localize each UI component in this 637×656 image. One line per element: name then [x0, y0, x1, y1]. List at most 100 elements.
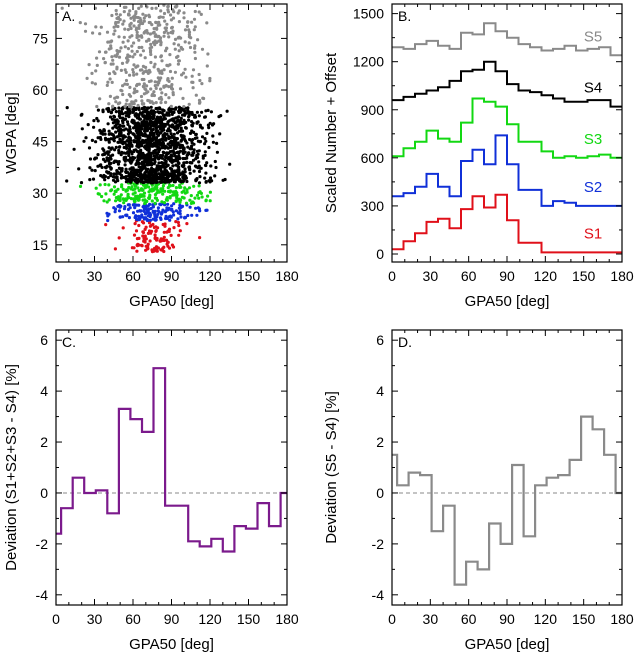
scatter-point	[137, 161, 141, 165]
scatter-point	[208, 121, 212, 125]
scatter-point	[144, 88, 148, 92]
scatter-point	[151, 203, 155, 207]
scatter-point	[122, 124, 126, 128]
scatter-point	[142, 30, 147, 34]
scatter-point	[129, 105, 134, 109]
scatter-point	[117, 166, 121, 170]
scatter-point	[106, 152, 110, 156]
y-tick-label: 15	[32, 237, 48, 253]
scatter-point	[113, 159, 117, 163]
scatter-point	[203, 163, 208, 167]
scatter-series-s4	[65, 105, 232, 185]
scatter-point	[121, 187, 125, 191]
scatter-point	[146, 90, 150, 94]
scatter-point	[117, 55, 122, 59]
scatter-point	[166, 5, 170, 9]
scatter-point	[107, 129, 111, 133]
x-tick-label: 90	[164, 611, 180, 627]
scatter-point	[162, 109, 166, 113]
scatter-point	[127, 185, 131, 190]
histogram-s5	[392, 22, 622, 57]
scatter-point	[118, 123, 122, 127]
scatter-series-s1	[104, 219, 202, 254]
scatter-point	[178, 149, 183, 153]
scatter-point	[151, 142, 155, 146]
scatter-point	[200, 195, 204, 199]
scatter-point	[200, 82, 204, 86]
scatter-point	[171, 193, 175, 197]
scatter-point	[154, 129, 159, 133]
scatter-point	[199, 12, 203, 16]
x-axis-label: GPA50 [deg]	[465, 293, 550, 310]
scatter-point	[153, 171, 157, 175]
scatter-point	[118, 137, 122, 141]
scatter-point	[133, 87, 137, 91]
scatter-point	[171, 93, 175, 97]
scatter-point	[183, 215, 187, 219]
scatter-point	[119, 153, 123, 157]
scatter-point	[133, 200, 137, 204]
scatter-point	[117, 236, 121, 240]
scatter-point	[183, 156, 187, 161]
scatter-point	[79, 113, 83, 117]
scatter-point	[133, 107, 137, 111]
scatter-point	[197, 181, 202, 185]
scatter-point	[164, 198, 168, 202]
scatter-point	[153, 246, 157, 250]
scatter-point	[174, 145, 179, 149]
scatter-point	[145, 111, 149, 115]
scatter-point	[186, 152, 190, 157]
scatter-point	[115, 126, 119, 130]
scatter-point	[171, 210, 175, 214]
scatter-point	[86, 123, 90, 127]
scatter-point	[116, 140, 120, 144]
scatter-point	[182, 118, 186, 122]
scatter-point	[144, 244, 148, 248]
panel-a: 0 30 60 90 120 150 180 GPA50 [deg] 15 30 45 60 75 WGP…	[3, 3, 299, 310]
scatter-point	[141, 151, 145, 155]
scatter-point	[104, 192, 108, 196]
scatter-point	[173, 47, 177, 51]
scatter-point	[174, 186, 178, 190]
scatter-point	[164, 100, 168, 104]
scatter-point	[122, 35, 126, 39]
scatter-point	[151, 217, 155, 221]
scatter-point	[164, 171, 168, 175]
scatter-point	[204, 171, 208, 175]
scatter-point	[163, 210, 167, 214]
scatter-point	[126, 59, 130, 63]
scatter-point	[152, 109, 156, 113]
scatter-point	[78, 21, 82, 25]
scatter-point	[193, 164, 198, 168]
y-tick-label: 0	[40, 485, 48, 501]
scatter-point	[153, 43, 157, 47]
scatter-point	[152, 90, 156, 94]
scatter-point	[114, 189, 118, 194]
plot-frame	[55, 329, 288, 606]
scatter-point	[103, 178, 107, 182]
scatter-point	[153, 39, 157, 43]
plot-area	[392, 415, 622, 586]
scatter-point	[177, 168, 181, 172]
scatter-point	[204, 198, 208, 202]
scatter-point	[156, 106, 160, 110]
scatter-point	[136, 209, 140, 213]
scatter-point	[206, 194, 210, 198]
scatter-point	[138, 171, 142, 175]
scatter-point	[126, 109, 130, 113]
scatter-point	[178, 146, 182, 150]
scatter-point	[156, 212, 160, 216]
scatter-point	[188, 205, 192, 209]
scatter-point	[184, 75, 188, 79]
scatter-point	[200, 126, 204, 130]
scatter-point	[159, 55, 163, 59]
scatter-point	[139, 243, 144, 247]
scatter-point	[192, 130, 196, 134]
scatter-point	[196, 120, 200, 124]
panel-letter: B.	[398, 8, 411, 24]
scatter-point	[184, 201, 189, 205]
scatter-point	[152, 162, 156, 166]
scatter-series-s3	[78, 181, 212, 206]
scatter-point	[143, 56, 147, 60]
scatter-point	[141, 85, 146, 89]
